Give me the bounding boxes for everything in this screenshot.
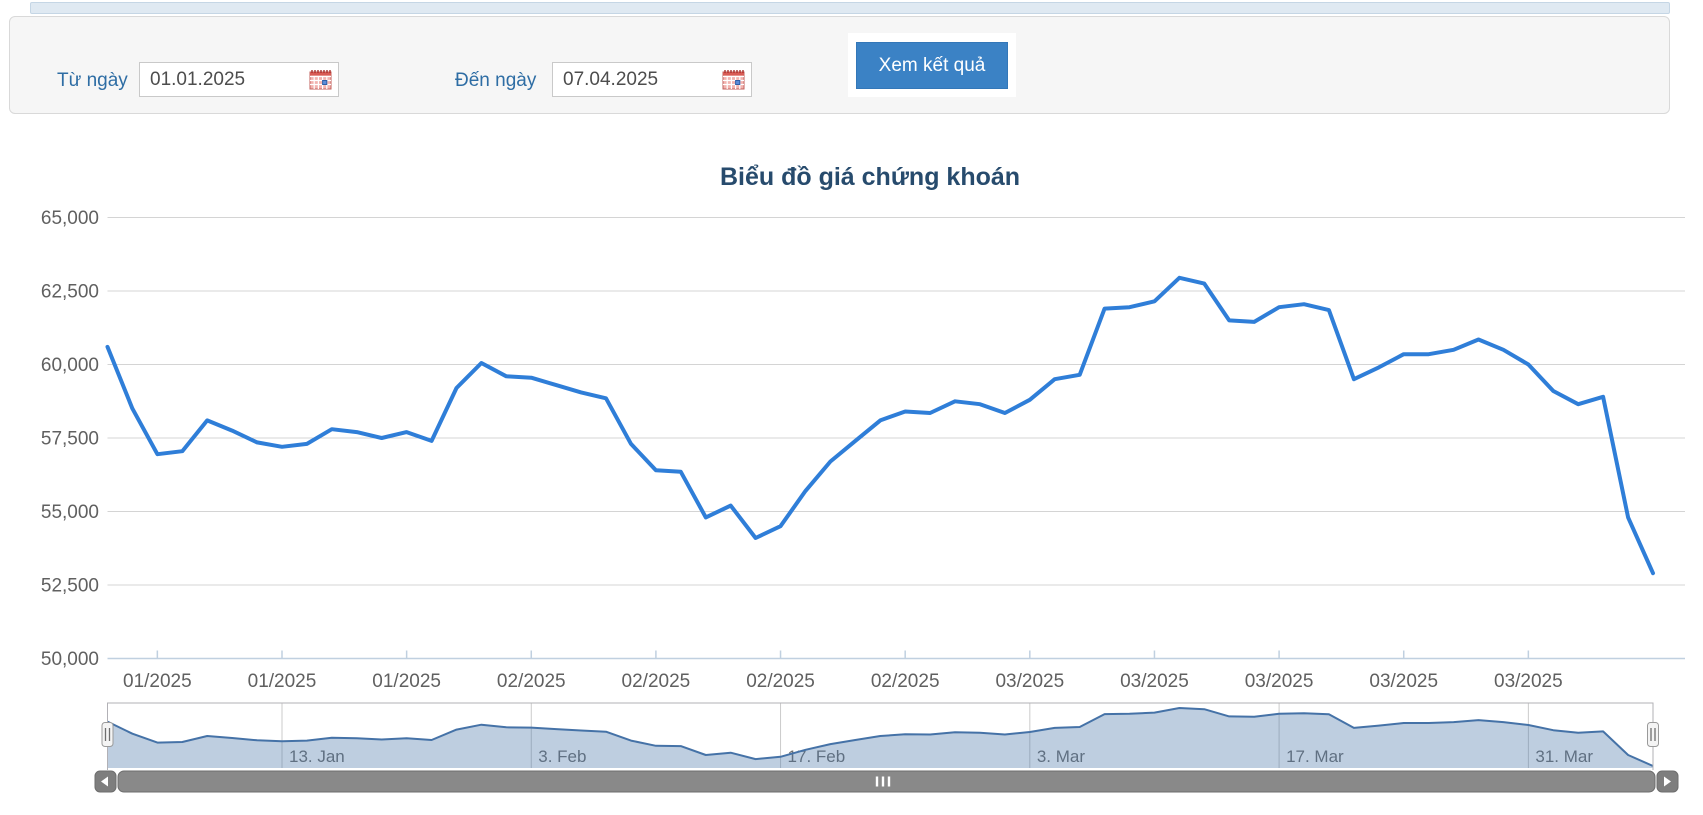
price-line [105, 275, 1655, 576]
calendar-icon[interactable] [722, 69, 745, 95]
x-axis-label: 02/2025 [622, 671, 691, 692]
calendar-icon[interactable] [309, 69, 332, 95]
x-axis-label: 03/2025 [1369, 671, 1438, 692]
navigator-handle-right[interactable] [1647, 722, 1659, 747]
y-axis-label: 55,000 [41, 502, 99, 523]
y-axis-label: 57,500 [41, 429, 99, 450]
navigator-label: 3. Mar [1037, 747, 1086, 766]
navigator-label: 13. Jan [289, 747, 345, 766]
navigator-line [107, 707, 1654, 767]
navigator-handle-left[interactable] [101, 722, 114, 747]
y-axis-label: 52,500 [41, 576, 99, 597]
to-date-label: Đến ngày [455, 70, 537, 91]
y-axis-label: 50,000 [41, 649, 99, 670]
to-date-field[interactable]: 07.04.2025 [552, 62, 752, 97]
y-axis-label: 60,000 [41, 355, 99, 376]
from-date-field[interactable]: 01.01.2025 [139, 62, 339, 97]
x-axis-label: 03/2025 [1494, 671, 1563, 692]
from-date-value[interactable]: 01.01.2025 [150, 69, 246, 90]
x-axis-label: 03/2025 [1245, 671, 1314, 692]
submit-button-wrapper: Xem kết quả [848, 33, 1016, 97]
x-axis-label: 01/2025 [248, 671, 317, 692]
x-axis-label: 01/2025 [123, 671, 192, 692]
x-axis-label: 03/2025 [1120, 671, 1189, 692]
y-axis-label: 65,000 [41, 208, 99, 229]
y-axis-label: 62,500 [41, 282, 99, 303]
chart-title: Biểu đồ giá chứng khoán [719, 163, 1021, 191]
to-date-value[interactable]: 07.04.2025 [563, 69, 659, 90]
navigator-area[interactable] [107, 708, 1654, 768]
from-date-label: Từ ngày [57, 70, 128, 91]
navigator-label: 31. Mar [1535, 747, 1593, 766]
navigator-label: 3. Feb [538, 747, 586, 766]
navigator-label: 17. Mar [1286, 747, 1344, 766]
x-axis-label: 02/2025 [871, 671, 940, 692]
x-axis-label: 02/2025 [746, 671, 815, 692]
top-accent-bar [30, 2, 1670, 14]
x-axis-label: 03/2025 [995, 671, 1064, 692]
scrollbar-left-arrow-icon [101, 776, 108, 787]
x-axis-label: 02/2025 [497, 671, 566, 692]
scrollbar-thumb[interactable] [117, 770, 1656, 793]
scrollbar-right-arrow-icon [1664, 776, 1671, 787]
x-axis-label: 01/2025 [372, 671, 441, 692]
date-filter-panel: Từ ngày 01.01.2025 [9, 16, 1670, 114]
view-results-button[interactable]: Xem kết quả [856, 42, 1008, 89]
